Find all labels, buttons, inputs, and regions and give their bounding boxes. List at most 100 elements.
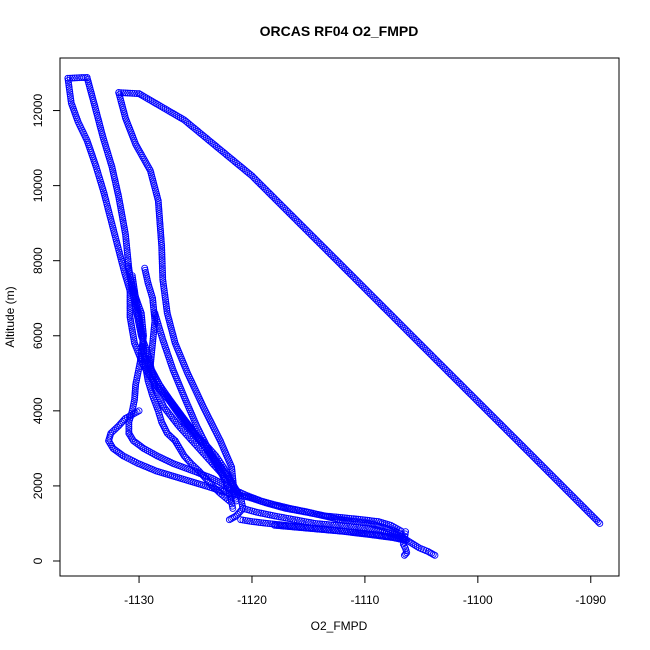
data-point [135, 90, 143, 98]
data-point [149, 301, 157, 309]
data-point [262, 519, 269, 527]
data-point [371, 531, 379, 539]
data-point [266, 520, 274, 528]
data-point [143, 94, 151, 102]
data-point [118, 451, 126, 459]
data-point [131, 385, 139, 393]
data-point [159, 269, 166, 277]
data-point [314, 525, 321, 533]
data-point [431, 551, 439, 559]
data-point [158, 255, 166, 263]
data-point [402, 528, 410, 536]
data-point [157, 233, 165, 241]
data-point [67, 95, 75, 102]
data-point [124, 251, 131, 259]
data-point [125, 425, 133, 433]
data-point [410, 541, 418, 548]
data-point [229, 504, 237, 512]
data-point [167, 108, 175, 116]
data-point [146, 373, 154, 381]
data-point [358, 530, 366, 538]
data-point [241, 517, 249, 524]
data-point [156, 216, 164, 224]
data-point [155, 201, 163, 209]
data-point [159, 267, 166, 274]
data-point [66, 88, 74, 96]
data-point [148, 97, 156, 105]
data-point [293, 523, 301, 531]
data-point [142, 366, 150, 373]
data-point [161, 289, 169, 297]
data-point [158, 253, 166, 261]
data-point [158, 251, 166, 259]
data-point [369, 531, 377, 539]
data-point [131, 389, 139, 397]
data-point [259, 519, 267, 527]
data-point [131, 89, 138, 97]
data-point [149, 294, 157, 302]
x-tick-label: -1100 [463, 593, 493, 607]
data-point [66, 92, 74, 100]
data-point [367, 531, 375, 539]
data-point [231, 513, 238, 521]
data-point [156, 218, 164, 226]
data-point [150, 324, 158, 331]
data-point [125, 429, 133, 437]
data-point [282, 522, 290, 530]
data-point [373, 532, 381, 540]
data-point [171, 111, 179, 118]
data-point [150, 310, 158, 318]
data-point [408, 539, 416, 547]
data-point [161, 294, 169, 301]
data-point [150, 328, 158, 336]
data-point [163, 305, 171, 313]
data-point [328, 513, 336, 521]
data-point [360, 530, 368, 538]
data-point [148, 375, 155, 383]
data-point [123, 246, 131, 254]
data-point [157, 235, 165, 243]
data-point [338, 527, 346, 535]
data-point [141, 364, 149, 372]
data-points [64, 74, 604, 559]
data-point [332, 527, 339, 535]
data-point [65, 83, 73, 91]
data-point [382, 533, 390, 541]
data-point [412, 542, 419, 550]
data-point [107, 441, 115, 449]
data-point [354, 529, 361, 537]
data-point [154, 197, 162, 205]
x-axis-label: O2_FMPD [311, 619, 368, 633]
data-point [71, 74, 79, 82]
data-point [159, 280, 167, 288]
data-point [145, 95, 152, 103]
data-point [133, 90, 141, 97]
data-point [239, 516, 247, 524]
data-point [65, 86, 73, 93]
data-point [380, 533, 388, 540]
data-point [158, 248, 166, 256]
data-point [376, 532, 384, 540]
data-point [295, 524, 303, 531]
data-point [402, 550, 410, 558]
data-point [160, 287, 168, 295]
data-point [325, 526, 333, 534]
data-point [158, 244, 166, 252]
data-point [140, 155, 148, 163]
data-point [413, 543, 421, 551]
data-point [126, 304, 134, 312]
data-point [150, 312, 158, 320]
x-tick-label: -1120 [237, 593, 267, 607]
data-point [126, 302, 134, 310]
data-point [284, 523, 292, 530]
data-point [156, 214, 163, 222]
data-point [119, 89, 127, 97]
data-point [429, 550, 437, 558]
data-point [158, 246, 166, 254]
data-point [132, 383, 139, 391]
data-point [176, 444, 184, 452]
y-axis-label: Altitude (m) [3, 286, 17, 347]
data-point [145, 371, 153, 379]
data-point [138, 443, 146, 451]
data-point [347, 528, 355, 536]
